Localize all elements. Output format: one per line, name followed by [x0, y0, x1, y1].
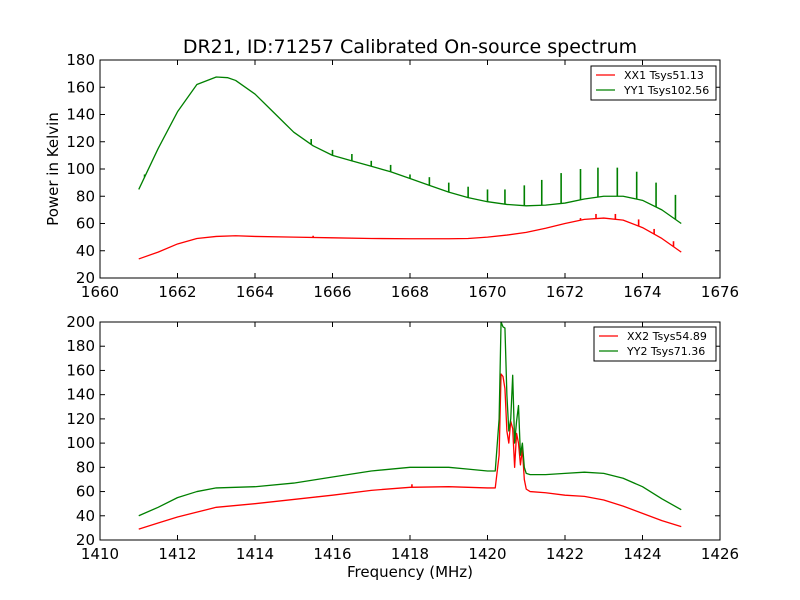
legend: XX1 Tsys51.13 YY1 Tsys102.56 — [590, 65, 717, 101]
series-1-group — [138, 373, 682, 530]
y-tick-label: 20 — [76, 269, 95, 287]
x-tick-label: 1424 — [623, 545, 661, 563]
spectrum-panel-1: 1660 1662 1664 1666 1668 1670 1672 1674 1676 20 40… — [44, 51, 739, 301]
y-tick-label: 180 — [66, 337, 95, 355]
x-tick-label: 1670 — [468, 283, 506, 301]
spectrum-panel-2: 1410 1412 1414 1416 1418 1420 1422 1424 1426 20 40… — [66, 313, 739, 581]
y-tick-label: 120 — [66, 410, 95, 428]
y-tick-label: 100 — [66, 160, 95, 178]
series-2-group — [138, 321, 682, 517]
x-tick-label: 1410 — [81, 545, 119, 563]
x-tick-label: 1422 — [546, 545, 584, 563]
y-tick-label: 20 — [76, 531, 95, 549]
y-tick-label: 160 — [66, 361, 95, 379]
legend-box — [590, 65, 717, 101]
legend-entry: YY2 Tsys71.36 — [626, 345, 705, 358]
y-tick-label: 40 — [76, 507, 95, 525]
x-axis-label: Frequency (MHz) — [347, 563, 473, 581]
x-tick-label: 1420 — [468, 545, 506, 563]
y-tick-label: 60 — [76, 215, 95, 233]
y-tick-label: 80 — [76, 458, 95, 476]
y-tick-label: 140 — [66, 106, 95, 124]
y-tick-label: 160 — [66, 78, 95, 96]
y-tick-label: 40 — [76, 242, 95, 260]
y-tick-label: 180 — [66, 51, 95, 69]
series-line — [138, 373, 682, 530]
x-tick-label: 1676 — [701, 283, 739, 301]
x-tick-label: 1416 — [313, 545, 351, 563]
y-tick-label: 120 — [66, 133, 95, 151]
chart-title: DR21, ID:71257 Calibrated On-source spec… — [183, 36, 637, 58]
y-tick-label: 80 — [76, 187, 95, 205]
y-tick-label: 140 — [66, 386, 95, 404]
x-tick-label: 1672 — [546, 283, 584, 301]
legend-entry: XX1 Tsys51.13 — [624, 69, 704, 82]
y-tick-label: 60 — [76, 483, 95, 501]
legend-entry: XX2 Tsys54.89 — [627, 330, 707, 343]
y-tick-label: 100 — [66, 434, 95, 452]
series-line — [138, 321, 682, 517]
y-tick-label: 200 — [66, 313, 95, 331]
legend: XX2 Tsys54.89 YY2 Tsys71.36 — [593, 326, 717, 362]
x-tick-label: 1414 — [236, 545, 274, 563]
x-tick-label: 1666 — [313, 283, 351, 301]
series-line — [138, 217, 682, 260]
x-tick-label: 1674 — [623, 283, 661, 301]
series-1-group — [138, 213, 682, 260]
series-2-group — [138, 76, 682, 225]
x-tick-label: 1418 — [391, 545, 429, 563]
x-tick-label: 1426 — [701, 545, 739, 563]
x-tick-label: 1662 — [158, 283, 196, 301]
series-line — [138, 76, 682, 225]
legend-box — [593, 326, 717, 362]
x-tick-label: 1668 — [391, 283, 429, 301]
x-tick-label: 1664 — [236, 283, 274, 301]
y-axis-label: Power in Kelvin — [44, 112, 62, 226]
x-tick-label: 1412 — [158, 545, 196, 563]
x-tick-label: 1660 — [81, 283, 119, 301]
legend-entry: YY1 Tsys102.56 — [623, 84, 709, 97]
